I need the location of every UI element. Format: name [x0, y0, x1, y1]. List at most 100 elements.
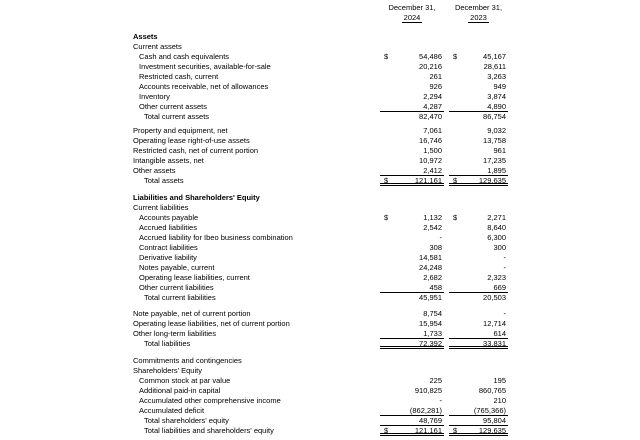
cell-2024: 45,951 [380, 293, 444, 303]
cell-2023: - [449, 309, 508, 319]
cell-value: 860,765 [478, 386, 506, 395]
row-label: Accumulated deficit [139, 406, 205, 415]
cell-value: 24,248 [419, 263, 442, 272]
cell-2023: $129,635 [449, 176, 508, 186]
cell-value: 949 [493, 82, 506, 91]
cell-2024 [380, 356, 444, 366]
cell-2023: 2,323 [449, 273, 508, 283]
table-row: Current assets [133, 42, 508, 52]
table-row: Other assets 2,412 1,895 [133, 166, 508, 176]
cell-value: 20,503 [483, 293, 506, 302]
row-label: Notes payable, current [139, 263, 215, 272]
cell-2024: 225 [380, 376, 444, 386]
cell-2023: 961 [449, 146, 508, 156]
row-label: Operating lease liabilities, current [139, 273, 250, 282]
cell-2024 [380, 203, 444, 213]
row-label: Other long-term liabilities [133, 329, 216, 338]
table-row: Cash and cash equivalents $54,486 $45,16… [133, 52, 508, 62]
cell-value: 458 [429, 283, 442, 292]
cell-value: 16,746 [419, 136, 442, 145]
cell-2023: 860,765 [449, 386, 508, 396]
table-row: Accrued liabilities 2,542 8,640 [133, 223, 508, 233]
cell-2023: 20,503 [449, 293, 508, 303]
cell-2023: 9,032 [449, 126, 508, 136]
cell-2023: 17,235 [449, 156, 508, 166]
cell-value: 2,542 [423, 223, 442, 232]
row-label: Intangible assets, net [133, 156, 204, 165]
table-row: Accumulated deficit (862,281) (765,366) [133, 406, 508, 416]
cell-value [506, 366, 508, 375]
table-row: Liabilities and Shareholders' Equity [133, 193, 508, 203]
cell-value [506, 42, 508, 51]
dollar-sign: $ [453, 52, 458, 61]
cell-value: 45,951 [419, 293, 442, 302]
cell-2024: $54,486 [380, 52, 444, 62]
cell-value: - [503, 263, 507, 272]
cell-value: 1,733 [423, 329, 442, 338]
cell-2024: $121,161 [380, 426, 444, 436]
cell-value [506, 32, 508, 41]
cell-value: 14,581 [419, 253, 442, 262]
cell-value: 86,754 [483, 112, 506, 121]
cell-2024: 2,412 [380, 166, 444, 176]
cell-2024: 2,682 [380, 273, 444, 283]
cell-value: 95,804 [483, 416, 506, 425]
cell-value: 961 [493, 146, 506, 155]
cell-2023 [449, 356, 508, 366]
cell-value: 6,300 [487, 233, 506, 242]
dollar-sign: $ [384, 176, 389, 185]
table-row: Operating lease right-of-use assets 16,7… [133, 136, 508, 146]
cell-value: - [503, 253, 507, 262]
cell-2024 [380, 32, 444, 42]
cell-2024: 308 [380, 243, 444, 253]
table-row: Other current assets 4,287 4,890 [133, 102, 508, 112]
table-row: Assets [133, 32, 508, 42]
table-row: Current liabilities [133, 203, 508, 213]
cell-value [442, 193, 444, 202]
cell-value: 926 [429, 82, 442, 91]
cell-value: 210 [493, 396, 506, 405]
cell-2023: 300 [449, 243, 508, 253]
cell-value: 45,167 [483, 52, 506, 61]
row-label: Contract liabilities [139, 243, 198, 252]
cell-value: 4,890 [487, 102, 506, 111]
cell-value: 1,895 [487, 166, 506, 175]
row-label: Accounts receivable, net of allowances [139, 82, 269, 91]
table-header: December 31, 2024 December 31, 2023 [133, 3, 508, 23]
cell-2023: 669 [449, 283, 508, 293]
cell-value [442, 32, 444, 41]
cell-2023: 13,758 [449, 136, 508, 146]
cell-2024: 926 [380, 82, 444, 92]
table-row: Other current liabilities 458 669 [133, 283, 508, 293]
cell-value: 7,061 [423, 126, 442, 135]
table-row: Accrued liability for Ibeo business comb… [133, 233, 508, 243]
row-label: Accrued liabilities [139, 223, 197, 232]
dollar-sign: $ [453, 213, 458, 222]
row-label: Restricted cash, current [139, 72, 219, 81]
cell-value [506, 203, 508, 212]
cell-2024: - [380, 396, 444, 406]
table-row: Restricted cash, net of current portion … [133, 146, 508, 156]
cell-value: - [439, 396, 443, 405]
cell-2023: (765,366) [449, 406, 508, 416]
column-header-year-wrap: 2024 [380, 13, 444, 23]
cell-value: 2,682 [423, 273, 442, 282]
cell-value: 2,323 [487, 273, 506, 282]
table-row: Shareholders' Equity [133, 366, 508, 376]
column-header-date-label: December 31, [388, 3, 436, 12]
row-label: Other current liabilities [139, 283, 214, 292]
cell-2024: 8,754 [380, 309, 444, 319]
cell-2024 [380, 42, 444, 52]
row-label: Shareholders' Equity [133, 366, 202, 375]
cell-value [442, 356, 444, 365]
cell-value: 1,500 [423, 146, 442, 155]
cell-2024 [380, 193, 444, 203]
table-row: Property and equipment, net 7,061 9,032 [133, 126, 508, 136]
row-label: Liabilities and Shareholders' Equity [133, 193, 260, 202]
cell-2024: 16,746 [380, 136, 444, 146]
cell-value: - [503, 309, 507, 318]
column-header-2024: December 31, 2024 [380, 3, 444, 23]
cell-value [442, 203, 444, 212]
cell-2024: 910,825 [380, 386, 444, 396]
